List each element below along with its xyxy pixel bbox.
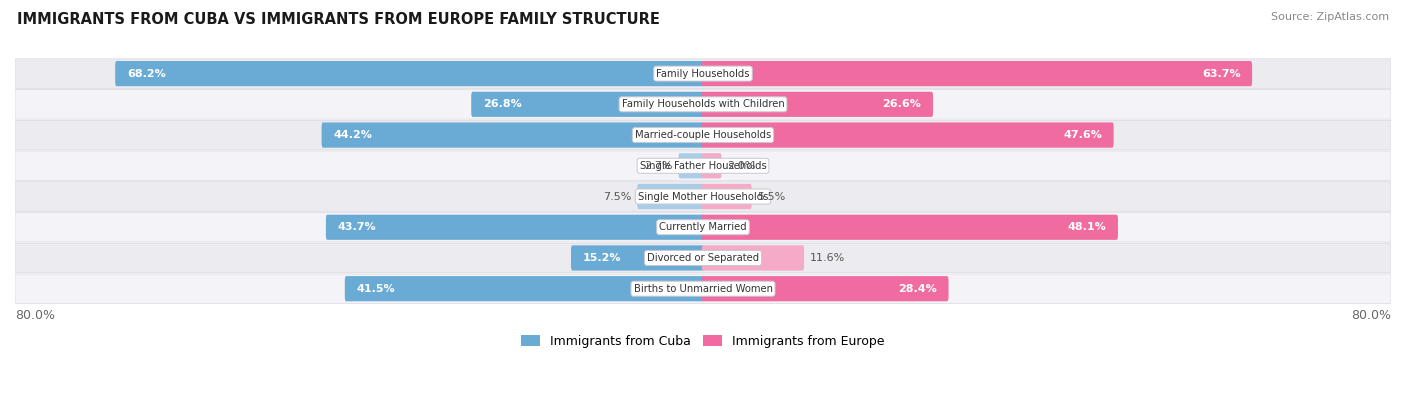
Text: 26.8%: 26.8% — [482, 99, 522, 109]
FancyBboxPatch shape — [637, 184, 704, 209]
FancyBboxPatch shape — [679, 153, 704, 179]
FancyBboxPatch shape — [702, 122, 1114, 148]
FancyBboxPatch shape — [15, 243, 1391, 273]
FancyBboxPatch shape — [326, 214, 704, 240]
Text: 26.6%: 26.6% — [883, 99, 921, 109]
Text: 41.5%: 41.5% — [356, 284, 395, 294]
FancyBboxPatch shape — [15, 274, 1391, 303]
FancyBboxPatch shape — [702, 184, 752, 209]
Text: 2.0%: 2.0% — [727, 161, 755, 171]
FancyBboxPatch shape — [471, 92, 704, 117]
Text: Births to Unmarried Women: Births to Unmarried Women — [634, 284, 772, 294]
Text: Single Father Households: Single Father Households — [640, 161, 766, 171]
Text: 11.6%: 11.6% — [810, 253, 845, 263]
Text: 80.0%: 80.0% — [1351, 308, 1391, 322]
Legend: Immigrants from Cuba, Immigrants from Europe: Immigrants from Cuba, Immigrants from Eu… — [516, 329, 890, 352]
Text: Married-couple Households: Married-couple Households — [636, 130, 770, 140]
Text: 48.1%: 48.1% — [1067, 222, 1107, 232]
FancyBboxPatch shape — [702, 276, 949, 301]
Text: 15.2%: 15.2% — [582, 253, 621, 263]
FancyBboxPatch shape — [702, 92, 934, 117]
FancyBboxPatch shape — [15, 120, 1391, 150]
FancyBboxPatch shape — [322, 122, 704, 148]
FancyBboxPatch shape — [15, 151, 1391, 181]
Text: 44.2%: 44.2% — [333, 130, 373, 140]
FancyBboxPatch shape — [702, 153, 721, 179]
FancyBboxPatch shape — [571, 245, 704, 271]
Text: 28.4%: 28.4% — [898, 284, 936, 294]
Text: Single Mother Households: Single Mother Households — [638, 192, 768, 201]
Text: Family Households: Family Households — [657, 69, 749, 79]
FancyBboxPatch shape — [702, 245, 804, 271]
FancyBboxPatch shape — [702, 214, 1118, 240]
Text: 2.7%: 2.7% — [644, 161, 673, 171]
Text: IMMIGRANTS FROM CUBA VS IMMIGRANTS FROM EUROPE FAMILY STRUCTURE: IMMIGRANTS FROM CUBA VS IMMIGRANTS FROM … — [17, 12, 659, 27]
FancyBboxPatch shape — [15, 90, 1391, 119]
Text: Currently Married: Currently Married — [659, 222, 747, 232]
Text: 5.5%: 5.5% — [758, 192, 786, 201]
FancyBboxPatch shape — [15, 182, 1391, 211]
Text: Family Households with Children: Family Households with Children — [621, 99, 785, 109]
FancyBboxPatch shape — [344, 276, 704, 301]
Text: 43.7%: 43.7% — [337, 222, 377, 232]
Text: Source: ZipAtlas.com: Source: ZipAtlas.com — [1271, 12, 1389, 22]
FancyBboxPatch shape — [15, 59, 1391, 88]
FancyBboxPatch shape — [15, 213, 1391, 242]
Text: 68.2%: 68.2% — [127, 69, 166, 79]
FancyBboxPatch shape — [115, 61, 704, 86]
Text: Divorced or Separated: Divorced or Separated — [647, 253, 759, 263]
Text: 80.0%: 80.0% — [15, 308, 55, 322]
FancyBboxPatch shape — [702, 61, 1253, 86]
Text: 7.5%: 7.5% — [603, 192, 631, 201]
Text: 47.6%: 47.6% — [1063, 130, 1102, 140]
Text: 63.7%: 63.7% — [1202, 69, 1240, 79]
